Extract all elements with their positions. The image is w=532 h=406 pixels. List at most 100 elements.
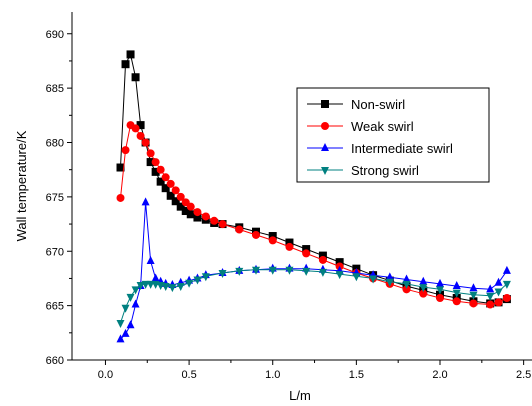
legend-marker-intermediate-swirl (321, 143, 329, 151)
data-point-intermediate-swirl (486, 284, 495, 293)
data-point-non-swirl (335, 258, 344, 267)
legend: Non-swirl Weak swirl Intermediate swirl Str… (296, 87, 490, 183)
legend-label-weak-swirl: Weak swirl (351, 119, 414, 134)
data-point-weak-swirl (161, 173, 170, 182)
data-point-weak-swirl (469, 299, 478, 308)
data-point-weak-swirl (141, 138, 150, 147)
data-point-weak-swirl (494, 298, 503, 307)
data-point-weak-swirl (201, 212, 210, 221)
data-point-intermediate-swirl (402, 274, 411, 283)
data-point-non-swirl (268, 232, 277, 241)
series-line-strong-swirl (120, 269, 508, 324)
series-intermediate-swirl (116, 197, 511, 343)
data-point-non-swirl (126, 50, 135, 59)
data-point-strong-swirl (318, 268, 327, 277)
data-point-strong-swirl (335, 271, 344, 280)
ticks: 0.0 0.5 1.0 1.5 2.0 2.5 660 665 670 675 680 685 690 (46, 29, 532, 381)
data-point-non-swirl (176, 202, 185, 211)
data-point-non-swirl (166, 191, 175, 200)
data-point-weak-swirl (486, 300, 495, 309)
legend-label-intermediate-swirl: Intermediate swirl (351, 141, 453, 156)
data-point-strong-swirl (126, 293, 135, 302)
y-tick-label: 680 (46, 138, 64, 150)
data-point-strong-swirl (235, 267, 244, 276)
data-point-intermediate-swirl (494, 277, 503, 286)
data-point-strong-swirl (494, 288, 503, 297)
data-point-strong-swirl (201, 273, 210, 282)
series-strong-swirl (116, 266, 511, 329)
data-point-intermediate-swirl (116, 334, 125, 343)
data-point-strong-swirl (469, 291, 478, 300)
data-point-non-swirl (186, 210, 195, 219)
data-point-intermediate-swirl (502, 265, 511, 274)
y-tick-label: 660 (46, 355, 64, 367)
x-tick-label: 1.5 (349, 369, 364, 381)
data-point-weak-swirl (285, 242, 294, 251)
data-point-weak-swirl (452, 297, 461, 306)
data-point-strong-swirl (502, 280, 511, 289)
data-point-non-swirl (171, 197, 180, 206)
data-point-weak-swirl (156, 165, 165, 174)
data-point-intermediate-swirl (469, 283, 478, 292)
data-point-strong-swirl (116, 320, 125, 329)
data-point-non-swirl (151, 167, 160, 176)
data-point-strong-swirl (402, 280, 411, 289)
data-point-weak-swirl (436, 294, 444, 303)
axes (71, 12, 532, 361)
x-tick-label: 2.5 (516, 369, 531, 381)
data-point-weak-swirl (151, 158, 160, 167)
data-point-strong-swirl (302, 267, 311, 276)
y-tick-label: 670 (46, 246, 64, 258)
legend-marker-non-swirl (321, 100, 329, 108)
x-tick-label: 2.0 (432, 369, 447, 381)
data-point-non-swirl (161, 184, 170, 193)
data-point-strong-swirl (146, 280, 155, 289)
data-point-strong-swirl (486, 292, 495, 301)
data-point-weak-swirl (186, 202, 195, 211)
y-axis-title: Wall temperature/K (14, 130, 29, 241)
legend-marker-strong-swirl (321, 167, 329, 175)
data-point-non-swirl (136, 121, 145, 130)
y-tick-label: 690 (46, 29, 64, 41)
x-tick-label: 0.0 (98, 369, 113, 381)
data-point-weak-swirl (176, 192, 185, 201)
data-point-intermediate-swirl (141, 197, 150, 206)
data-point-non-swirl (193, 213, 202, 222)
data-point-weak-swirl (268, 236, 277, 245)
data-point-strong-swirl (176, 283, 185, 292)
data-point-weak-swirl (402, 285, 411, 294)
data-point-strong-swirl (369, 275, 378, 284)
data-point-non-swirl (181, 207, 190, 216)
data-point-non-swirl (285, 238, 294, 247)
legend-label-non-swirl: Non-swirl (351, 97, 405, 112)
data-point-strong-swirl (185, 279, 194, 288)
x-tick-label: 1.0 (265, 369, 280, 381)
y-tick-label: 665 (46, 301, 64, 313)
data-point-strong-swirl (168, 284, 177, 293)
x-axis-title: L/m (289, 388, 311, 403)
data-point-strong-swirl (121, 304, 130, 313)
data-point-non-swirl (146, 158, 155, 167)
data-point-weak-swirl (502, 294, 511, 303)
data-point-strong-swirl (385, 278, 394, 287)
data-point-strong-swirl (131, 286, 140, 295)
data-point-strong-swirl (218, 270, 227, 278)
data-point-weak-swirl (235, 225, 244, 234)
data-point-strong-swirl (136, 281, 145, 290)
data-point-weak-swirl (121, 146, 130, 155)
data-point-strong-swirl (141, 280, 150, 289)
y-tick-label: 675 (46, 192, 64, 204)
data-point-strong-swirl (352, 273, 361, 282)
data-point-weak-swirl (116, 193, 125, 202)
data-point-weak-swirl (136, 131, 145, 140)
data-point-weak-swirl (419, 289, 428, 298)
data-point-intermediate-swirl (131, 299, 140, 308)
data-point-non-swirl (318, 251, 327, 260)
series-layer (116, 50, 511, 343)
data-point-strong-swirl (193, 276, 202, 285)
data-point-weak-swirl (218, 220, 227, 229)
data-point-weak-swirl (146, 149, 155, 158)
data-point-strong-swirl (285, 266, 294, 275)
data-point-weak-swirl (302, 249, 311, 258)
